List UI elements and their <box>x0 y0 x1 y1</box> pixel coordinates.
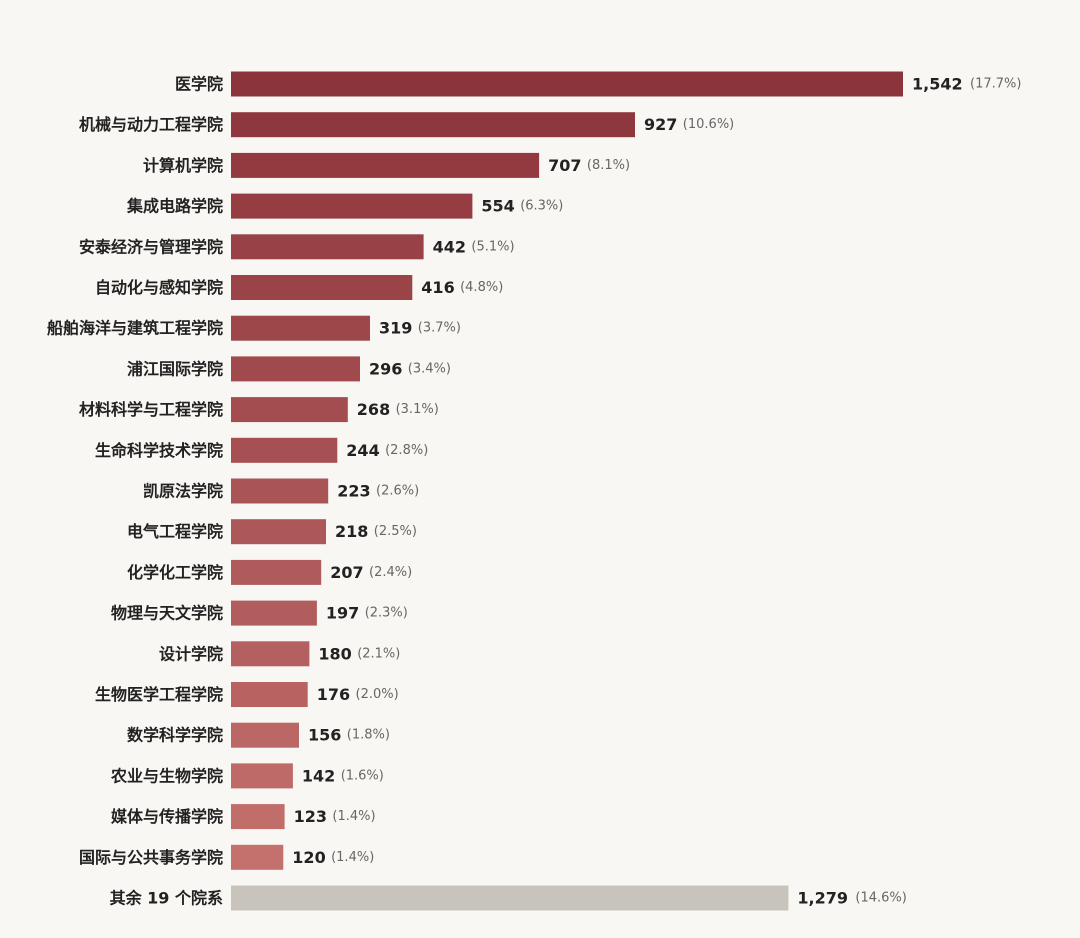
category-label: 医学院 <box>175 75 223 94</box>
bar <box>231 275 413 300</box>
bar <box>231 641 310 667</box>
category-label: 国际与公共事务学院 <box>79 848 223 867</box>
category-label: 化学化工学院 <box>127 563 223 582</box>
bar <box>231 397 348 423</box>
bar <box>231 315 370 341</box>
bar-other <box>231 885 789 911</box>
category-label: 其余 19 个院系 <box>110 889 223 908</box>
bar <box>231 112 635 138</box>
value-label: 156 <box>308 726 341 745</box>
percent-label: (2.4%) <box>369 565 412 580</box>
percent-label: (1.6%) <box>341 768 384 783</box>
category-label: 船舶海洋与建筑工程学院 <box>47 319 223 338</box>
bar <box>231 193 473 219</box>
bar <box>231 804 285 830</box>
percent-label: (2.5%) <box>374 524 417 539</box>
value-label: 554 <box>481 197 514 216</box>
category-label: 物理与天文学院 <box>111 604 223 623</box>
category-label: 材料科学与工程学院 <box>79 400 223 419</box>
value-label: 142 <box>302 766 335 785</box>
category-label: 安泰经济与管理学院 <box>79 237 223 256</box>
category-label: 计算机学院 <box>143 156 223 175</box>
value-label: 176 <box>317 685 350 704</box>
value-label: 442 <box>433 237 466 256</box>
value-label: 319 <box>379 319 412 338</box>
value-label: 244 <box>346 441 379 460</box>
bar <box>231 152 540 178</box>
percent-label: (1.4%) <box>331 850 374 865</box>
category-label: 集成电路学院 <box>126 197 223 216</box>
percent-label: (3.7%) <box>418 321 461 336</box>
category-label: 媒体与传播学院 <box>111 807 223 826</box>
value-label: 223 <box>337 482 370 501</box>
percent-label: (2.1%) <box>357 646 400 661</box>
value-label: 207 <box>330 563 363 582</box>
value-label: 123 <box>294 807 327 826</box>
percent-label: (4.8%) <box>460 280 503 295</box>
value-label: 180 <box>318 644 351 663</box>
category-label: 浦江国际学院 <box>127 359 223 378</box>
bar <box>231 722 299 748</box>
bar <box>231 682 308 707</box>
bar <box>231 234 424 260</box>
category-label: 机械与动力工程学院 <box>79 115 223 134</box>
percent-label: (5.1%) <box>471 239 514 254</box>
bar <box>231 559 322 585</box>
category-label: 生命科学技术学院 <box>95 441 223 460</box>
value-label: 927 <box>644 115 677 134</box>
value-label: 707 <box>548 156 581 175</box>
category-label: 设计学院 <box>159 644 223 663</box>
category-label: 自动化与感知学院 <box>95 278 223 297</box>
value-label: 296 <box>369 359 402 378</box>
value-label: 218 <box>335 522 368 541</box>
percent-label: (8.1%) <box>587 158 630 173</box>
percent-label: (6.3%) <box>520 199 563 214</box>
bar <box>231 519 326 545</box>
percent-label: (2.6%) <box>376 484 419 499</box>
value-label: 120 <box>292 848 325 867</box>
bar <box>231 71 903 97</box>
percent-label: (10.6%) <box>683 117 734 132</box>
category-label: 凯原法学院 <box>143 482 223 501</box>
bar <box>231 478 329 504</box>
category-label: 农业与生物学院 <box>110 766 223 785</box>
value-label: 197 <box>326 604 359 623</box>
category-label: 数学科学学院 <box>127 726 223 745</box>
bar <box>231 844 284 870</box>
percent-label: (3.1%) <box>396 402 439 417</box>
percent-label: (2.8%) <box>385 443 428 458</box>
category-label: 电气工程学院 <box>127 522 223 541</box>
value-label: 416 <box>421 278 454 297</box>
percent-label: (3.4%) <box>408 361 451 376</box>
percent-label: (2.0%) <box>356 687 399 702</box>
bar <box>231 437 338 463</box>
bar <box>231 600 317 626</box>
value-label: 268 <box>357 400 390 419</box>
category-label: 生物医学工程学院 <box>95 685 223 704</box>
percent-label: (1.4%) <box>332 809 375 824</box>
bar <box>231 763 293 789</box>
percent-label: (14.6%) <box>855 891 906 906</box>
percent-label: (17.7%) <box>970 77 1021 92</box>
value-label: 1,279 <box>797 889 848 908</box>
bar <box>231 356 360 382</box>
percent-label: (2.3%) <box>365 606 408 621</box>
percent-label: (1.8%) <box>347 728 390 743</box>
value-label: 1,542 <box>912 75 963 94</box>
